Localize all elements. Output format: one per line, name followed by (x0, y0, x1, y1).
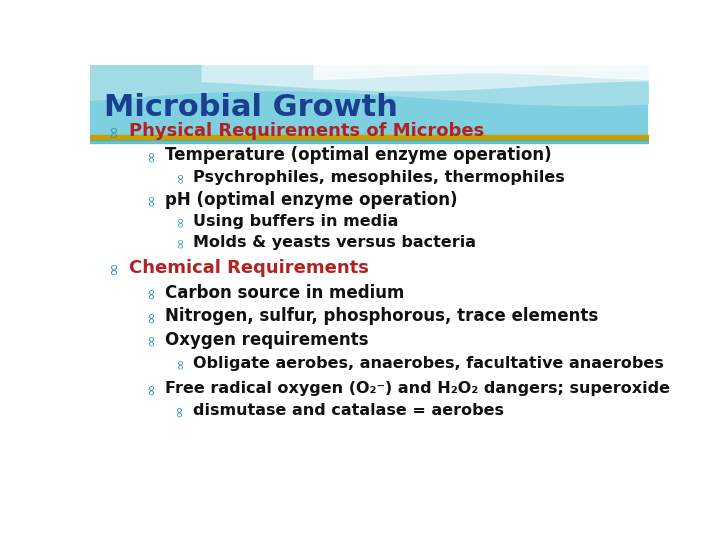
Text: ∞: ∞ (171, 404, 186, 417)
Text: ∞: ∞ (143, 382, 158, 395)
Text: ∞: ∞ (143, 334, 158, 347)
Text: Nitrogen, sulfur, phosphorous, trace elements: Nitrogen, sulfur, phosphorous, trace ele… (166, 307, 598, 326)
Text: Carbon source in medium: Carbon source in medium (166, 284, 405, 302)
Text: ∞: ∞ (143, 149, 158, 162)
Text: ∞: ∞ (104, 261, 122, 275)
Text: Obligate aerobes, anaerobes, facultative anaerobes: Obligate aerobes, anaerobes, facultative… (193, 356, 664, 371)
Text: ∞: ∞ (174, 216, 188, 227)
Text: ∞: ∞ (143, 310, 158, 323)
Text: Molds & yeasts versus bacteria: Molds & yeasts versus bacteria (193, 235, 476, 250)
Text: Temperature (optimal enzyme operation): Temperature (optimal enzyme operation) (166, 146, 552, 165)
FancyBboxPatch shape (90, 65, 648, 138)
Text: pH (optimal enzyme operation): pH (optimal enzyme operation) (166, 191, 458, 209)
Text: Physical Requirements of Microbes: Physical Requirements of Microbes (129, 123, 485, 140)
Text: Psychrophiles, mesophiles, thermophiles: Psychrophiles, mesophiles, thermophiles (193, 170, 565, 185)
Text: Chemical Requirements: Chemical Requirements (129, 259, 369, 276)
Text: ∞: ∞ (174, 171, 188, 183)
Text: ∞: ∞ (143, 193, 158, 206)
Text: ∞: ∞ (174, 357, 188, 369)
Text: dismutase and catalase = aerobes: dismutase and catalase = aerobes (193, 403, 504, 418)
Text: Oxygen requirements: Oxygen requirements (166, 331, 369, 349)
Text: Free radical oxygen (O₂⁻) and H₂O₂ dangers; superoxide: Free radical oxygen (O₂⁻) and H₂O₂ dange… (166, 381, 670, 396)
Text: Using buffers in media: Using buffers in media (193, 214, 399, 229)
Text: ∞: ∞ (143, 286, 158, 299)
Text: Microbial Growth: Microbial Growth (104, 92, 398, 122)
Text: ∞: ∞ (174, 237, 188, 248)
Text: ∞: ∞ (104, 124, 122, 138)
